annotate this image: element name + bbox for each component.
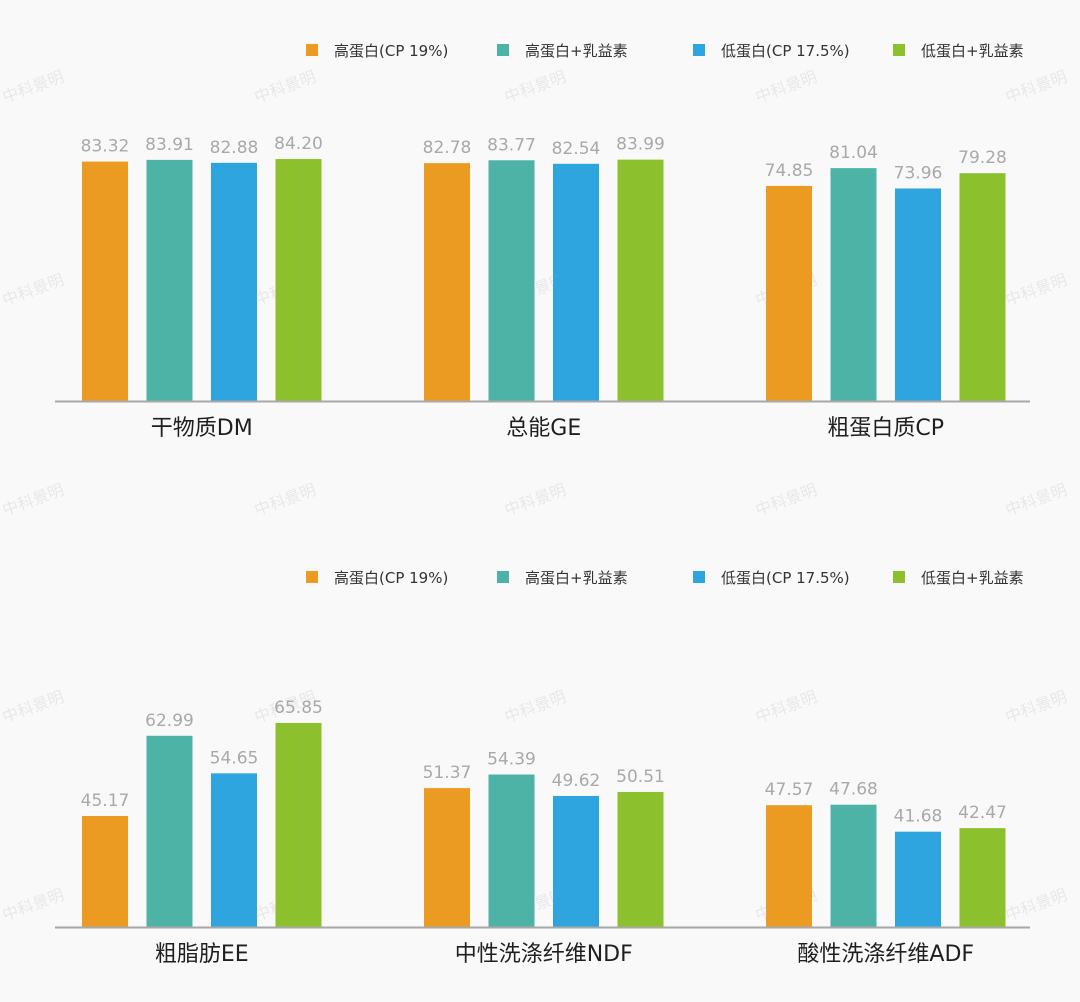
legend-label: 高蛋白+乳益素 — [525, 569, 628, 587]
bar — [895, 188, 941, 401]
bar — [211, 773, 257, 927]
data-label: 54.65 — [210, 748, 259, 768]
category-label: 干物质DM — [151, 416, 253, 441]
bar — [830, 168, 877, 401]
bar — [146, 735, 193, 927]
bar — [82, 815, 128, 927]
watermark-text: 中科景明 — [1003, 885, 1070, 925]
watermark-text: 中科景明 — [0, 687, 66, 727]
watermark-text: 中科景明 — [0, 270, 66, 310]
watermark-text: 中科景明 — [1003, 67, 1070, 107]
data-label: 73.96 — [894, 163, 943, 183]
watermark-text: 中科景明 — [0, 885, 66, 925]
bar — [424, 163, 470, 401]
watermark-text: 中科景明 — [502, 67, 569, 107]
legend-label: 高蛋白(CP 19%) — [334, 42, 448, 60]
legend-label: 低蛋白(CP 17.5%) — [721, 42, 850, 60]
watermark-text: 中科景明 — [1003, 480, 1070, 520]
watermark-text: 中科景明 — [502, 687, 569, 727]
bar — [617, 791, 664, 927]
bar — [959, 173, 1006, 401]
data-label: 51.37 — [423, 763, 472, 783]
legend-label: 低蛋白+乳益素 — [921, 569, 1024, 587]
data-label: 83.32 — [81, 137, 130, 157]
legend-swatch — [893, 44, 905, 56]
watermark-text: 中科景明 — [502, 480, 569, 520]
legend: 高蛋白(CP 19%) 高蛋白+乳益素 低蛋白(CP 17.5%) 低蛋白+乳益素 — [306, 569, 1024, 587]
category-label: 酸性洗涤纤维ADF — [797, 942, 974, 967]
legend-swatch — [497, 571, 509, 583]
bar — [617, 159, 664, 401]
data-label: 47.57 — [765, 780, 814, 800]
watermark-text: 中科景明 — [0, 67, 66, 107]
bar — [895, 831, 941, 927]
bar — [959, 828, 1006, 927]
data-label: 82.54 — [552, 139, 601, 159]
chart-2: 高蛋白(CP 19%) 高蛋白+乳益素 低蛋白(CP 17.5%) 低蛋白+乳益素 45… — [55, 569, 1030, 967]
bar — [424, 788, 470, 927]
category-label: 粗脂肪EE — [155, 942, 249, 967]
legend-swatch — [306, 44, 318, 56]
bar — [553, 795, 599, 927]
data-label: 45.17 — [81, 791, 130, 811]
bar — [146, 159, 193, 401]
data-label: 42.47 — [958, 803, 1007, 823]
legend-label: 高蛋白+乳益素 — [525, 42, 628, 60]
data-label: 83.77 — [487, 135, 536, 155]
bar — [211, 162, 257, 401]
legend: 高蛋白(CP 19%) 高蛋白+乳益素 低蛋白(CP 17.5%) 低蛋白+乳益素 — [306, 42, 1024, 60]
bar — [766, 185, 812, 401]
data-label: 83.91 — [145, 135, 194, 155]
data-label: 41.68 — [894, 807, 943, 827]
bar — [82, 161, 128, 401]
data-label: 49.62 — [552, 771, 601, 791]
category-label: 中性洗涤纤维NDF — [455, 942, 633, 967]
legend-swatch — [693, 44, 705, 56]
data-label: 54.39 — [487, 749, 536, 769]
data-label: 47.68 — [829, 780, 878, 800]
legend-swatch — [893, 571, 905, 583]
data-label: 62.99 — [145, 711, 194, 731]
watermark-text: 中科景明 — [753, 480, 820, 520]
data-label: 81.04 — [829, 143, 878, 163]
bar — [275, 722, 322, 927]
category-label: 粗蛋白质CP — [827, 416, 944, 441]
watermark-text: 中科景明 — [252, 480, 319, 520]
watermark-text: 中科景明 — [753, 687, 820, 727]
data-label: 74.85 — [765, 161, 814, 181]
bar — [553, 163, 599, 401]
legend-label: 低蛋白+乳益素 — [921, 42, 1024, 60]
bar — [488, 774, 535, 927]
legend-swatch — [693, 571, 705, 583]
data-label: 65.85 — [274, 698, 323, 718]
chart-1: 高蛋白(CP 19%) 高蛋白+乳益素 低蛋白(CP 17.5%) 低蛋白+乳益素 83… — [55, 42, 1030, 441]
data-label: 50.51 — [616, 767, 665, 787]
legend-label: 低蛋白(CP 17.5%) — [721, 569, 850, 587]
watermark-text: 中科景明 — [753, 67, 820, 107]
watermark-text: 中科景明 — [1003, 270, 1070, 310]
bar — [830, 804, 877, 927]
data-label: 79.28 — [958, 148, 1007, 168]
data-label: 82.88 — [210, 138, 259, 158]
watermark-text: 中科景明 — [1003, 687, 1070, 727]
category-label: 总能GE — [506, 416, 581, 441]
legend-swatch — [497, 44, 509, 56]
legend-label: 高蛋白(CP 19%) — [334, 569, 448, 587]
bar — [766, 805, 812, 927]
watermark-text: 中科景明 — [252, 67, 319, 107]
bar — [488, 160, 535, 401]
legend-swatch — [306, 571, 318, 583]
watermark-text: 中科景明 — [0, 480, 66, 520]
data-label: 84.20 — [274, 134, 323, 154]
data-label: 83.99 — [616, 135, 665, 155]
data-label: 82.78 — [423, 138, 472, 158]
bar — [275, 159, 322, 401]
